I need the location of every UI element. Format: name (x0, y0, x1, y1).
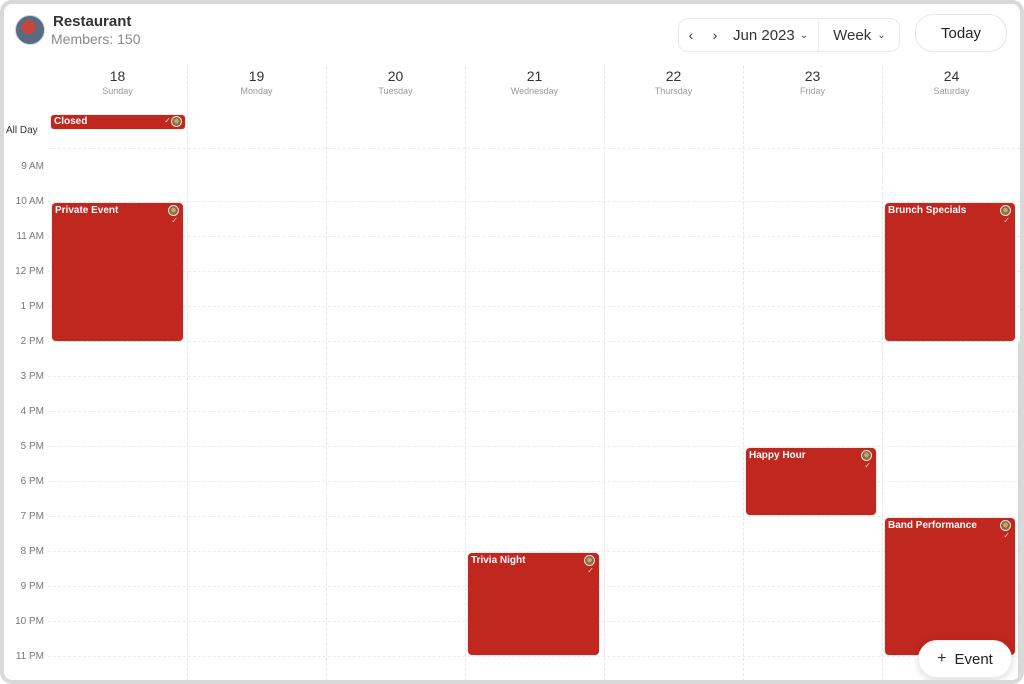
day-divider (187, 66, 188, 680)
day-number: 19 (248, 68, 265, 84)
event-title: Band Performance (888, 520, 977, 531)
event-title: Brunch Specials (888, 205, 967, 216)
hour-line (48, 516, 1020, 517)
hour-line (48, 551, 1020, 552)
creator-avatar-icon (171, 116, 182, 127)
date-navigation: ‹ › Jun 2023 ⌄ Week ⌄ (678, 18, 900, 52)
time-label: 3 PM (20, 371, 44, 382)
hour-line (48, 271, 1020, 272)
day-number: 24 (943, 68, 960, 84)
day-header-tuesday[interactable]: 20 Tuesday (326, 66, 465, 110)
hour-line (48, 411, 1020, 412)
check-icon: ✓ (1003, 216, 1010, 225)
hour-line (48, 201, 1020, 202)
event-happy-hour[interactable]: Happy Hour ✓ (746, 448, 876, 515)
day-header-thursday[interactable]: 22 Thursday (604, 66, 743, 110)
day-name: Thursday (654, 86, 693, 96)
hour-line (48, 376, 1020, 377)
event-title: Happy Hour (749, 450, 806, 461)
day-name: Tuesday (378, 86, 413, 96)
time-label: 8 PM (20, 546, 44, 557)
day-number: 21 (526, 68, 543, 84)
hour-line (48, 148, 1020, 149)
creator-avatar-icon (861, 450, 872, 461)
day-divider (743, 66, 744, 680)
event-title: Closed (54, 116, 88, 127)
creator-avatar-icon (1000, 520, 1011, 531)
time-label: 7 PM (20, 511, 44, 522)
event-title: Private Event (55, 205, 119, 216)
month-selector[interactable]: Jun 2023 ⌄ (727, 19, 820, 51)
day-header-wednesday[interactable]: 21 Wednesday (465, 66, 604, 110)
time-label: 2 PM (20, 336, 44, 347)
hour-line (48, 656, 1020, 657)
time-label: 9 PM (20, 581, 44, 592)
day-divider (882, 66, 883, 680)
event-band-performance[interactable]: Band Performance ✓ (885, 518, 1015, 655)
today-button[interactable]: Today (915, 14, 1007, 52)
group-avatar[interactable] (15, 15, 45, 45)
check-icon: ✓ (1003, 531, 1010, 540)
view-label: Week (833, 26, 872, 44)
day-number: 22 (665, 68, 682, 84)
day-name: Saturday (933, 86, 970, 96)
day-divider (326, 66, 327, 680)
day-header-sunday[interactable]: 18 Sunday (48, 66, 187, 110)
time-label: 5 PM (20, 441, 44, 452)
day-header-saturday[interactable]: 24 Saturday (882, 66, 1020, 110)
check-icon: ✓ (587, 566, 594, 575)
view-selector[interactable]: Week ⌄ (819, 27, 885, 44)
day-divider (604, 66, 605, 680)
day-name: Monday (240, 86, 273, 96)
time-label: 4 PM (20, 406, 44, 417)
vertical-scrollbar[interactable] (1018, 342, 1020, 680)
time-label: 11 PM (15, 651, 44, 662)
time-label: 6 PM (20, 476, 44, 487)
day-name: Friday (799, 86, 825, 96)
chevron-right-icon[interactable]: › (712, 27, 718, 43)
group-name: Restaurant (53, 13, 132, 30)
hour-line (48, 481, 1020, 482)
chevron-down-icon: ⌄ (799, 29, 809, 41)
check-icon: ✓ (864, 461, 871, 470)
day-number: 23 (804, 68, 821, 84)
time-label: 12 PM (15, 266, 44, 277)
creator-avatar-icon (1000, 205, 1011, 216)
event-closed[interactable]: Closed ✓ (51, 115, 185, 129)
hour-line (48, 341, 1020, 342)
event-brunch-specials[interactable]: Brunch Specials ✓ (885, 203, 1015, 341)
time-label: 1 PM (20, 301, 44, 312)
month-label: Jun 2023 (733, 26, 795, 44)
creator-avatar-icon (168, 205, 179, 216)
calendar-header: Restaurant Members: 150 ‹ › Jun 2023 ⌄ W… (4, 4, 1020, 66)
chevron-left-icon[interactable]: ‹ (688, 27, 694, 43)
members-count: Members: 150 (51, 31, 141, 47)
add-event-label: Event (954, 650, 993, 668)
hour-line (48, 446, 1020, 447)
day-header-friday[interactable]: 23 Friday (743, 66, 882, 110)
day-name: Sunday (102, 86, 133, 96)
day-divider (465, 66, 466, 680)
creator-avatar-icon (584, 555, 595, 566)
day-name: Wednesday (510, 86, 559, 96)
time-label: 10 AM (15, 196, 44, 207)
plus-icon: + (937, 650, 947, 667)
hour-line (48, 306, 1020, 307)
add-event-button[interactable]: + Event (918, 640, 1012, 678)
all-day-label: All Day (6, 125, 38, 136)
day-number: 18 (109, 68, 126, 84)
day-header-monday[interactable]: 19 Monday (187, 66, 326, 110)
time-label: 10 PM (15, 616, 44, 627)
hour-line (48, 236, 1020, 237)
event-trivia-night[interactable]: Trivia Night ✓ (468, 553, 599, 655)
check-icon: ✓ (171, 216, 178, 225)
chevron-down-icon: ⌄ (877, 29, 886, 41)
event-title: Trivia Night (471, 555, 526, 566)
time-label: 9 AM (21, 161, 44, 172)
event-private-event[interactable]: Private Event ✓ (52, 203, 183, 341)
check-icon: ✓ (164, 116, 171, 125)
time-label: 11 AM (16, 231, 44, 242)
day-number: 20 (387, 68, 404, 84)
